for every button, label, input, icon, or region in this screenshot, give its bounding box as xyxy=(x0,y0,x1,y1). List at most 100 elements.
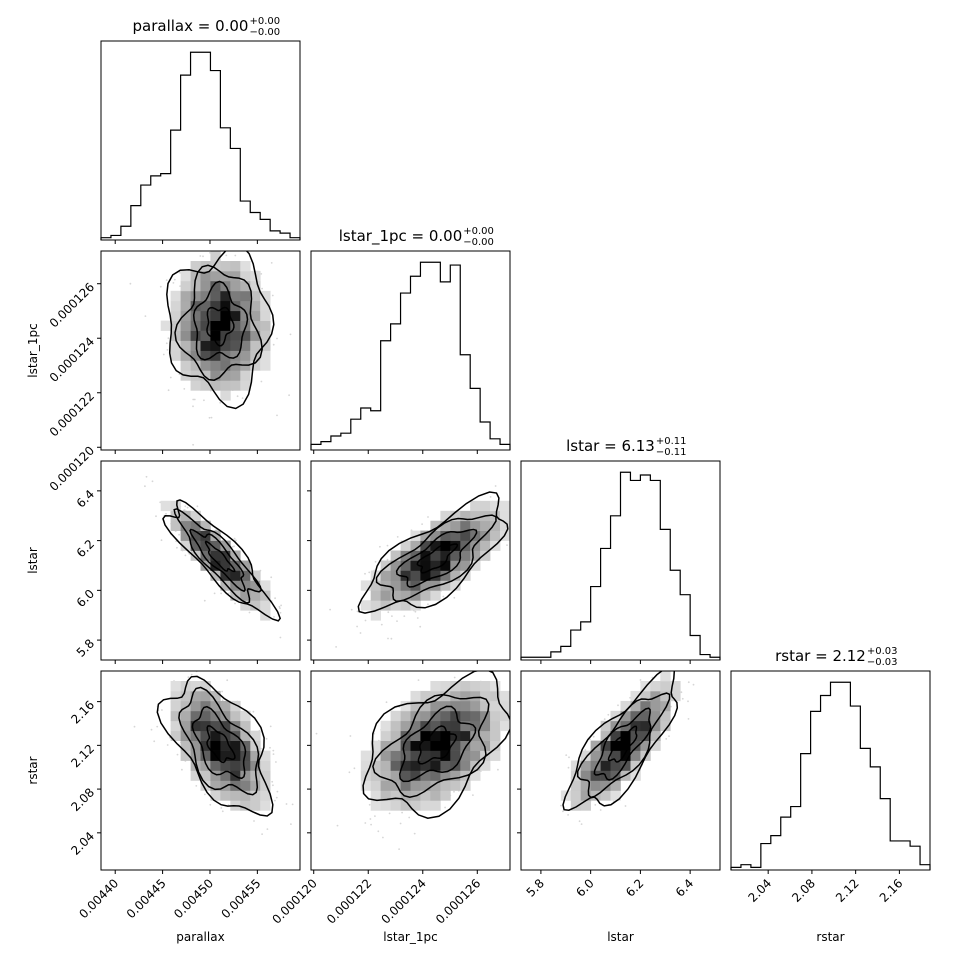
density-cell xyxy=(440,770,451,781)
density-cell xyxy=(180,520,191,531)
panel-content xyxy=(329,483,530,648)
y-tick-label: 6.2 xyxy=(74,537,97,560)
sample-point xyxy=(193,398,196,401)
density-cell xyxy=(200,700,211,712)
density-cell xyxy=(200,320,211,331)
sample-point xyxy=(349,735,352,737)
contour-1 xyxy=(189,528,246,593)
density-cell xyxy=(470,550,481,561)
histogram-rstar xyxy=(730,681,931,870)
density-cell xyxy=(190,280,201,292)
density-cell xyxy=(440,780,451,791)
panel-content xyxy=(129,251,292,446)
density-cell xyxy=(400,750,411,761)
density-cell xyxy=(230,560,241,571)
density-cell xyxy=(260,590,271,601)
sample-point xyxy=(578,820,581,823)
sample-point xyxy=(528,483,530,485)
density-cell xyxy=(240,760,251,771)
density-cell xyxy=(190,720,201,732)
density-cell xyxy=(470,540,481,551)
density-cell xyxy=(600,790,611,801)
density-cell xyxy=(230,740,241,751)
density-cell xyxy=(450,700,461,712)
density-cell xyxy=(420,700,431,712)
sample-point xyxy=(364,619,367,622)
density-cell xyxy=(410,750,421,761)
sample-point xyxy=(161,709,163,711)
density-cell xyxy=(480,540,491,551)
sample-point xyxy=(356,610,359,613)
density-cell xyxy=(450,570,461,581)
density-cell xyxy=(200,280,211,292)
density-cell xyxy=(410,800,421,811)
density-cell xyxy=(220,261,231,272)
density-cell xyxy=(170,700,181,712)
density-cell xyxy=(260,600,271,611)
density-cell xyxy=(220,540,231,551)
sample-point xyxy=(403,615,406,617)
density-cell xyxy=(220,710,231,722)
sample-point xyxy=(271,780,274,783)
x-tick-label: 6.0 xyxy=(573,876,596,899)
sample-point xyxy=(413,832,416,835)
density-cell xyxy=(240,730,251,741)
density-cell xyxy=(460,520,471,531)
density-cell xyxy=(170,720,181,732)
density-cell xyxy=(260,300,271,312)
density-cell xyxy=(670,690,681,702)
density-cell xyxy=(240,600,251,611)
density-cell xyxy=(180,350,191,361)
density-cell xyxy=(210,700,221,712)
density-cell xyxy=(210,310,221,321)
density-cell xyxy=(240,300,251,312)
sample-point xyxy=(687,718,690,720)
density-cell xyxy=(250,760,261,771)
sample-point xyxy=(173,278,176,281)
y-tick-label: 2.12 xyxy=(68,742,97,771)
density-cell xyxy=(410,570,421,581)
density-cell xyxy=(440,550,451,561)
density-cell xyxy=(450,520,461,531)
contour-0 xyxy=(206,306,235,347)
sample-point xyxy=(388,812,391,815)
density-cell xyxy=(660,700,671,712)
density-cell xyxy=(220,310,231,321)
sample-point xyxy=(380,623,383,626)
density-cell xyxy=(230,570,241,581)
density-cell xyxy=(380,760,391,771)
density-cell xyxy=(390,580,401,591)
density-cell xyxy=(360,600,372,611)
density-cell xyxy=(600,730,611,741)
contour-1 xyxy=(192,280,249,361)
sample-point xyxy=(617,704,619,707)
sample-point xyxy=(207,664,209,666)
x-axis-label-parallax: parallax xyxy=(176,930,224,944)
sample-point xyxy=(607,713,610,716)
density-cell xyxy=(250,570,261,581)
density-cell xyxy=(210,780,221,791)
panel-parallax-parallax: parallax = 0.00 +0.00−0.00 xyxy=(100,16,301,244)
density-cell xyxy=(380,570,391,581)
density-cell xyxy=(430,700,441,712)
panel-lstar_1pc-lstar_1pc: lstar_1pc = 0.00 +0.00−0.00 xyxy=(310,226,511,454)
density-cell xyxy=(180,690,191,702)
x-tick-label: 2.16 xyxy=(877,876,906,905)
density-cell xyxy=(250,290,261,302)
density-cell xyxy=(200,360,211,371)
density-cell xyxy=(570,790,582,801)
density-cell xyxy=(230,350,241,361)
sample-point xyxy=(181,768,183,771)
density-cell xyxy=(600,750,611,761)
density-cell xyxy=(220,580,231,591)
sample-point xyxy=(272,343,275,346)
density-cell xyxy=(210,360,221,371)
density-cell xyxy=(240,560,251,571)
density-cell xyxy=(220,760,231,771)
y-axis-label-lstar_1pc: lstar_1pc xyxy=(26,323,40,377)
y-tick-label: 0.000126 xyxy=(47,280,97,330)
density-cell xyxy=(420,570,431,581)
title-upper-error-parallax: +0.00 xyxy=(249,16,280,27)
density-cell xyxy=(470,690,481,702)
sample-point xyxy=(419,625,422,628)
